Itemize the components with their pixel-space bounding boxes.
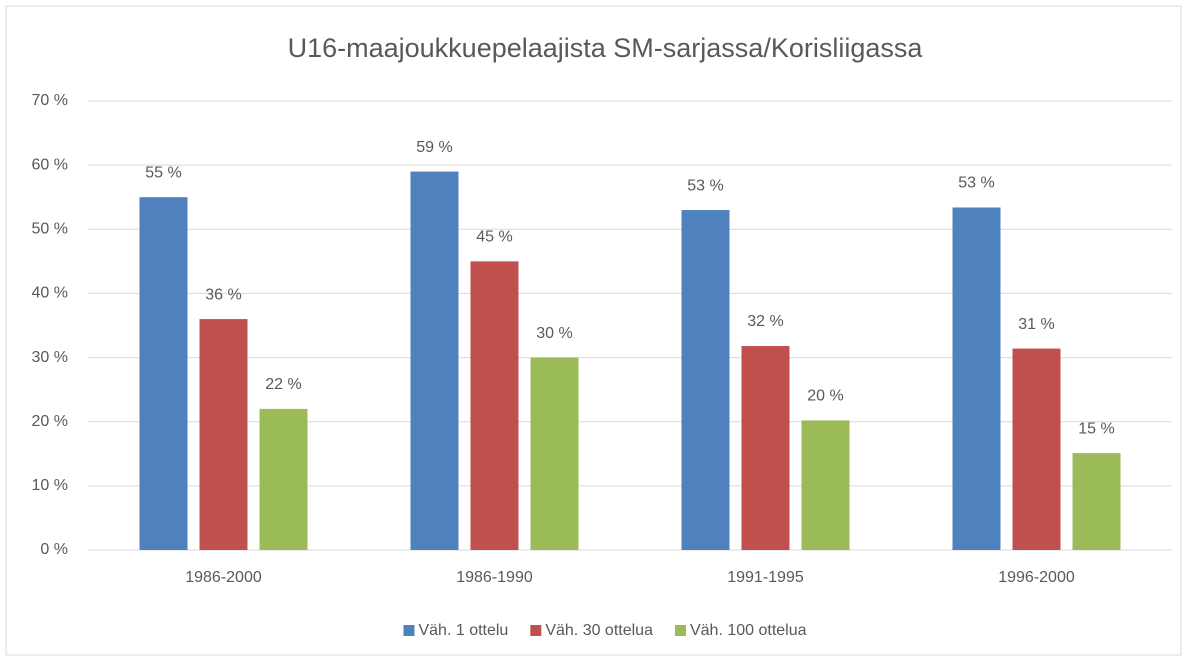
x-tick-label: 1991-1995 [727,569,804,586]
chart-title: U16-maajoukkuepelaajista SM-sarjassa/Kor… [288,33,924,63]
data-label: 55 % [145,164,181,181]
data-label: 31 % [1018,316,1054,333]
data-label: 30 % [536,325,572,342]
data-label: 53 % [958,175,994,192]
y-tick-label: 60 % [32,156,68,173]
y-tick-label: 70 % [32,92,68,109]
data-label: 20 % [807,388,843,405]
bar [410,171,459,551]
legend-swatch [530,625,542,636]
y-tick-label: 20 % [32,413,68,430]
bar [801,420,850,550]
bar [741,346,790,550]
data-label: 22 % [265,376,301,393]
x-tick-label: 1986-1990 [456,569,533,586]
bar [470,261,519,550]
bar [1072,453,1121,550]
bar [530,357,579,550]
data-label: 53 % [687,177,723,194]
x-tick-label: 1986-2000 [185,569,262,586]
bar [681,210,730,551]
legend-label: Väh. 100 ottelua [690,622,807,639]
x-tick-label: 1996-2000 [998,569,1075,586]
legend-swatch [403,625,415,636]
data-label: 32 % [747,313,783,330]
y-tick-label: 50 % [32,221,68,238]
legend-label: Väh. 30 ottelua [545,622,653,639]
bar [259,408,308,550]
legend-label: Väh. 1 ottelu [418,622,508,639]
data-label: 15 % [1078,420,1114,437]
bar [952,207,1001,550]
legend-swatch [674,625,686,636]
y-tick-label: 40 % [32,285,68,302]
y-tick-label: 10 % [32,477,68,494]
data-label: 36 % [205,286,241,303]
bar [139,197,188,550]
bar [199,319,248,550]
y-tick-label: 30 % [32,349,68,366]
y-tick-label: 0 % [40,541,68,558]
data-label: 45 % [476,229,512,246]
bar [1012,348,1061,550]
data-label: 59 % [416,139,452,156]
